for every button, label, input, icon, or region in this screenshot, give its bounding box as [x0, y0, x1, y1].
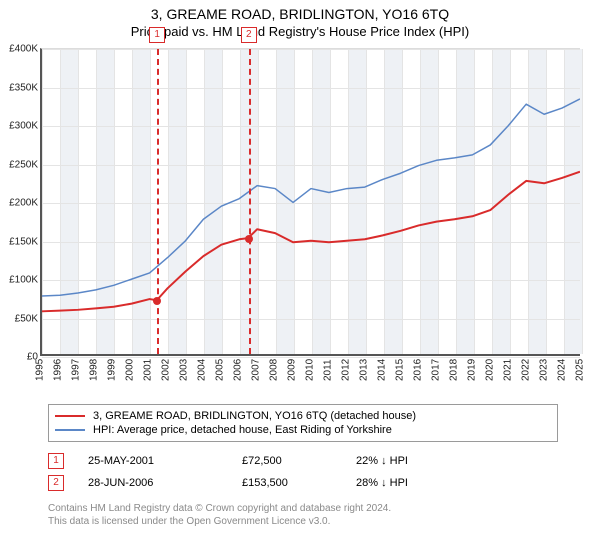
y-tick-label: £50K: [15, 313, 38, 324]
sale-price: £72,500: [242, 455, 332, 467]
x-tick-label: 2022: [521, 359, 532, 381]
x-tick-label: 2010: [305, 359, 316, 381]
legend-label-red: 3, GREAME ROAD, BRIDLINGTON, YO16 6TQ (d…: [93, 410, 416, 422]
sale-row: 2 28-JUN-2006 £153,500 28% ↓ HPI: [48, 472, 558, 494]
sale-marker: 1: [149, 27, 165, 43]
price-hpi-chart: 12 £0£50K£100K£150K£200K£250K£300K£350K£…: [40, 48, 580, 388]
x-tick-label: 2021: [503, 359, 514, 381]
sale-marker: 2: [241, 27, 257, 43]
x-tick-label: 2014: [377, 359, 388, 381]
y-tick-label: £400K: [9, 44, 38, 55]
x-tick-label: 1996: [53, 359, 64, 381]
sale-date: 25-MAY-2001: [88, 455, 218, 467]
x-tick-label: 2020: [485, 359, 496, 381]
x-tick-label: 2018: [449, 359, 460, 381]
legend: 3, GREAME ROAD, BRIDLINGTON, YO16 6TQ (d…: [48, 404, 558, 442]
x-tick-label: 2019: [467, 359, 478, 381]
page-title: 3, GREAME ROAD, BRIDLINGTON, YO16 6TQ: [0, 0, 600, 22]
x-tick-label: 2001: [143, 359, 154, 381]
x-tick-label: 2008: [269, 359, 280, 381]
footnote-2: This data is licensed under the Open Gov…: [48, 515, 558, 528]
x-tick-label: 2017: [431, 359, 442, 381]
page-subtitle: Price paid vs. HM Land Registry's House …: [0, 22, 600, 39]
x-tick-label: 2000: [125, 359, 136, 381]
y-tick-label: £150K: [9, 236, 38, 247]
x-tick-label: 2002: [161, 359, 172, 381]
x-tick-label: 2007: [251, 359, 262, 381]
x-tick-label: 2011: [323, 359, 334, 381]
x-tick-label: 2016: [413, 359, 424, 381]
x-tick-label: 1998: [89, 359, 100, 381]
sale-point: [245, 235, 253, 243]
sale-date: 28-JUN-2006: [88, 477, 218, 489]
sale-number: 1: [48, 453, 64, 469]
x-tick-label: 1995: [35, 359, 46, 381]
x-tick-label: 2004: [197, 359, 208, 381]
x-tick-label: 2009: [287, 359, 298, 381]
legend-swatch-red: [55, 415, 85, 417]
y-tick-label: £300K: [9, 121, 38, 132]
y-tick-label: £250K: [9, 159, 38, 170]
x-tick-label: 2025: [575, 359, 586, 381]
x-tick-label: 2003: [179, 359, 190, 381]
x-tick-label: 1999: [107, 359, 118, 381]
sale-diff: 28% ↓ HPI: [356, 477, 446, 489]
y-tick-label: £200K: [9, 198, 38, 209]
x-tick-label: 2013: [359, 359, 370, 381]
legend-label-blue: HPI: Average price, detached house, East…: [93, 424, 392, 436]
x-tick-label: 2024: [557, 359, 568, 381]
footnote-1: Contains HM Land Registry data © Crown c…: [48, 502, 558, 515]
sale-point: [153, 297, 161, 305]
sale-diff: 22% ↓ HPI: [356, 455, 446, 467]
y-tick-label: £100K: [9, 275, 38, 286]
x-tick-label: 2005: [215, 359, 226, 381]
sale-price: £153,500: [242, 477, 332, 489]
x-tick-label: 2012: [341, 359, 352, 381]
x-tick-label: 1997: [71, 359, 82, 381]
sale-row: 1 25-MAY-2001 £72,500 22% ↓ HPI: [48, 450, 558, 472]
sale-number: 2: [48, 475, 64, 491]
x-tick-label: 2015: [395, 359, 406, 381]
x-tick-label: 2006: [233, 359, 244, 381]
x-tick-label: 2023: [539, 359, 550, 381]
legend-swatch-blue: [55, 429, 85, 431]
y-tick-label: £350K: [9, 82, 38, 93]
